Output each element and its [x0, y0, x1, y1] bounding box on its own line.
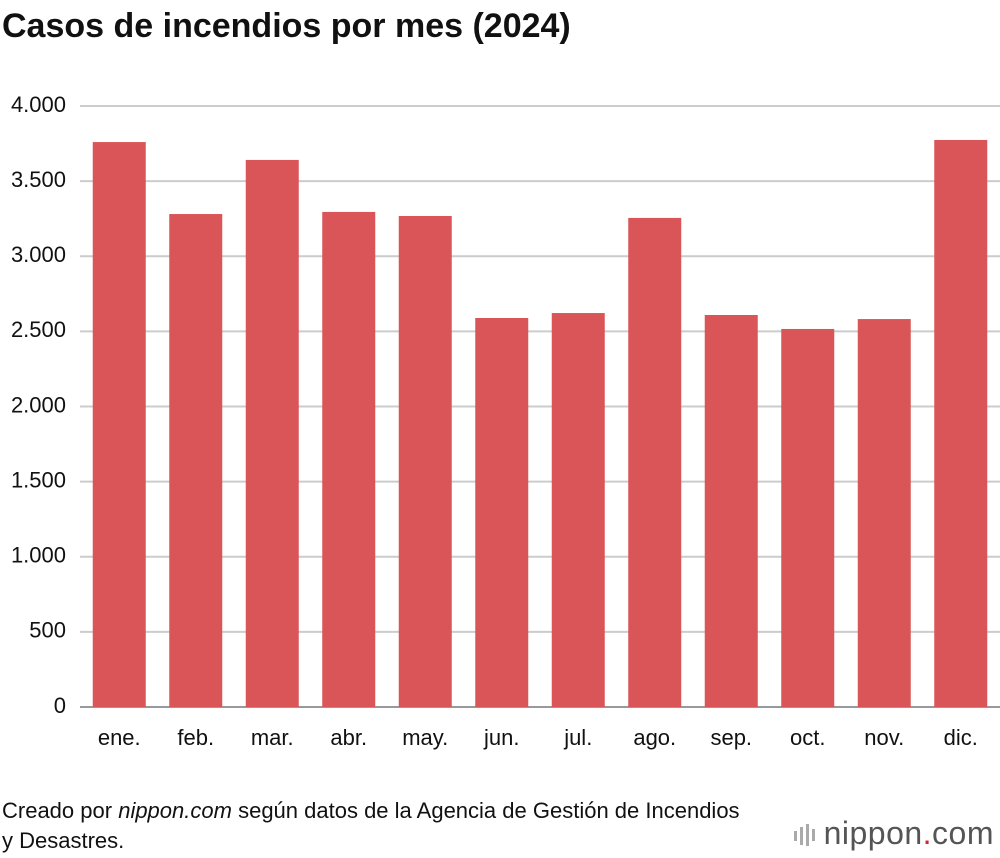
bar: [551, 313, 605, 707]
bar: [169, 214, 223, 707]
x-tick-label: dic.: [944, 725, 978, 750]
x-tick-label: feb.: [177, 725, 214, 750]
source-note: Creado por nippon.com según datos de la …: [2, 796, 742, 856]
bar: [857, 319, 911, 707]
x-tick-label: may.: [402, 725, 448, 750]
bar: [934, 139, 988, 708]
chart-title: Casos de incendios por mes (2024): [2, 7, 571, 45]
bar: [398, 215, 452, 707]
y-tick-label: 500: [29, 618, 66, 643]
y-tick-label: 2.500: [11, 317, 66, 342]
y-tick-label: 1.500: [11, 467, 66, 492]
x-tick-label: ene.: [98, 725, 141, 750]
bar: [92, 142, 146, 707]
logo-name: nippon: [823, 815, 923, 851]
x-tick-label: sep.: [710, 725, 752, 750]
y-tick-label: 3.000: [11, 242, 66, 267]
logo-domain: com: [932, 815, 994, 851]
x-tick-label: abr.: [330, 725, 367, 750]
logo: nippon.com: [793, 815, 994, 852]
source-text: según datos de la Agencia de Gestión de …: [2, 798, 740, 853]
y-tick-label: 1.000: [11, 543, 66, 568]
logo-dot: .: [922, 815, 933, 851]
x-tick-label: nov.: [864, 725, 904, 750]
x-tick-label: jun.: [483, 725, 519, 750]
x-tick-label: ago.: [633, 725, 676, 750]
bar: [704, 314, 758, 707]
y-tick-label: 3.500: [11, 167, 66, 192]
y-tick-label: 2.000: [11, 392, 66, 417]
bar: [781, 328, 835, 707]
source-prefix: Creado por: [2, 798, 113, 823]
x-tick-label: mar.: [251, 725, 294, 750]
logo-icon: [793, 824, 815, 846]
chart: Casos de incendios por mes (2024) 0 500 1.…: [2, 7, 1000, 750]
bar: [245, 159, 299, 707]
y-tick-label: 0: [54, 693, 66, 718]
bar: [322, 211, 376, 707]
bar: [628, 217, 682, 707]
x-tick-label: oct.: [790, 725, 825, 750]
source-site: nippon.com: [118, 798, 232, 823]
y-tick-label: 4.000: [11, 92, 66, 117]
bar: [475, 318, 529, 707]
x-tick-label: jul.: [563, 725, 592, 750]
